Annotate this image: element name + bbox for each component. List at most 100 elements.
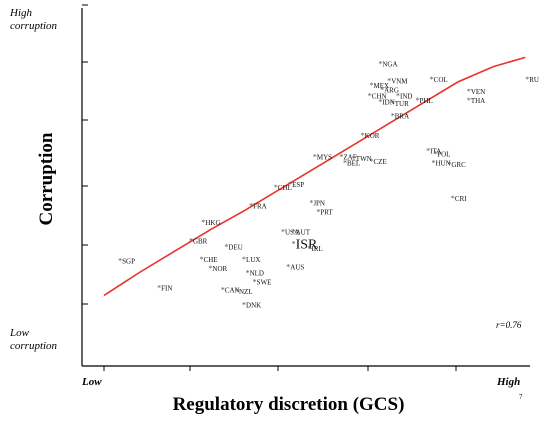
point-label: FIN [161,285,172,293]
point-marker: * [249,201,253,210]
point-label: MEX [374,82,390,90]
point-marker: * [201,218,205,227]
data-point-fra: * FRA [249,201,267,210]
point-marker: * [352,154,356,163]
data-point-bra: * BRA [391,111,409,120]
point-label: VEN [471,88,485,96]
y-axis-title: Corruption [36,132,57,226]
point-marker: * [292,227,296,236]
data-point-ita: * ITA [426,146,441,155]
point-marker: * [525,75,529,84]
point-marker: * [396,92,400,101]
data-point-chl: * CHL [274,183,292,192]
point-marker: * [253,278,257,287]
point-marker: * [288,180,292,189]
data-point-cri: * CRI [451,194,467,203]
point-label: GBR [193,237,208,245]
point-label: ARG [384,86,399,94]
x-axis-high-label: High [497,376,521,388]
point-label: CZE [374,158,387,166]
data-point-cze: * CZE [370,157,387,166]
point-label: CRI [455,195,467,203]
point-marker: * [308,244,312,253]
point-label: CHL [278,184,292,192]
point-label: JPN [313,199,325,207]
y-axis-low-label: Low corruption [10,327,57,353]
point-marker: * [235,287,239,296]
data-point-kor: * KOR [361,131,380,140]
data-point-aut: * AUT [292,227,311,236]
point-label: MYS [317,154,332,162]
point-label: ZAF [343,154,356,162]
point-marker: * [157,284,161,293]
point-label: SWE [257,279,272,287]
data-point-rus: *RUS [525,75,539,84]
data-point-twn: * TWN [352,154,372,163]
data-point-gbr: * GBR [189,236,208,245]
point-marker: * [313,153,317,162]
data-point-ind: * IND [396,92,412,101]
data-points: *NGA*COL*RUS*MEX*VNM*ARG*CHN*IND*IDN*TUR… [118,60,539,310]
point-label: POL [437,151,450,159]
point-label: ISR [296,238,318,253]
point-label: ESP [292,181,304,189]
point-label: NOR [212,265,227,273]
point-marker: * [391,111,395,120]
point-label: FRA [253,202,267,210]
point-marker: * [242,255,246,264]
point-marker: * [221,285,225,294]
point-label: THA [471,97,485,105]
data-point-tur: * TUR [391,99,409,108]
data-point-arg: * ARG [380,85,399,94]
data-point-usa: * USA [281,227,299,236]
point-marker: * [292,240,296,249]
data-point-col: * COL [430,75,448,84]
point-marker: * [430,75,434,84]
point-label: IDN [382,99,394,107]
data-point-isr: * ISR [292,238,318,253]
data-point-lux: * LUX [242,255,260,264]
point-marker: * [242,301,246,310]
point-marker: * [370,81,374,90]
point-label: ITA [430,147,441,155]
point-marker: * [286,262,290,271]
point-label: BRA [395,112,409,120]
point-marker: * [378,98,382,107]
point-label: RUS [529,76,539,84]
data-point-prt: * PRT [316,207,333,216]
data-point-sgp: * SGP [118,256,135,265]
point-marker: * [316,207,320,216]
data-point-mys: * MYS [313,153,332,162]
axes [81,4,530,371]
data-point-grc: * GRC [447,160,466,169]
data-point-deu: * DEU [224,243,242,252]
point-label: NGA [382,61,397,69]
point-label: IND [400,93,412,101]
data-point-bel: * BEL [343,159,360,168]
data-point-phl: * PHL [416,96,433,105]
data-point-dnk: * DNK [242,301,261,310]
point-label: AUS [290,263,304,271]
point-marker: * [200,255,204,264]
point-label: KOR [365,132,380,140]
point-label: NLD [250,269,264,277]
point-label: TWN [356,155,372,163]
data-point-esp: * ESP [288,180,304,189]
point-label: HKG [205,219,220,227]
point-label: PHL [420,97,433,105]
point-label: CAN [225,286,240,294]
data-point-nor: * NOR [208,264,227,273]
point-label: CHN [372,93,387,101]
point-label: USA [285,228,299,236]
point-label: DNK [246,302,261,310]
correlation-annotation: r=0.76 [496,320,522,330]
point-label: DEU [228,244,242,252]
y-axis-high-label: High corruption [10,7,57,33]
data-point-fin: * FIN [157,284,172,293]
point-label: LUX [246,256,260,264]
point-marker: * [309,198,313,207]
point-marker: * [274,183,278,192]
point-label: COL [434,76,448,84]
point-marker: * [387,76,391,85]
